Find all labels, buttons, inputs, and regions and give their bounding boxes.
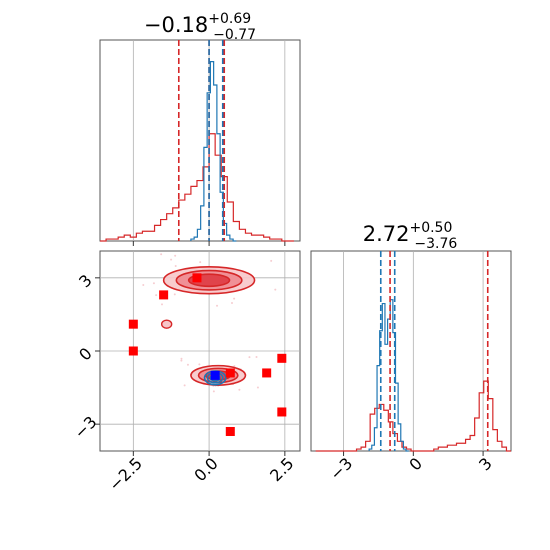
scatter-dot (142, 283, 145, 286)
param2-title: 2.72+0.50 −3.76 (363, 220, 458, 252)
scatter-dot (233, 297, 236, 300)
scatter-dot (186, 363, 189, 366)
param2-y-tick-label-1: 0 (75, 344, 96, 365)
scatter-dot (160, 303, 163, 306)
param1-axes-frame (99, 39, 301, 242)
param2-axes-frame (310, 250, 512, 452)
scatter-dot (198, 363, 201, 366)
scatter-dot (230, 301, 233, 304)
scatter-dot (170, 258, 173, 261)
scatter-dot (173, 293, 176, 296)
scatter-dot (174, 254, 177, 257)
scatter-dot (180, 357, 183, 360)
red-square-marker-8 (225, 426, 235, 436)
scatter-dot (256, 386, 259, 389)
param1-tick-label-2: 2.5 (266, 454, 297, 485)
scatter-dot (255, 356, 258, 359)
scatter-dot (160, 253, 163, 256)
scatter-dot (152, 282, 155, 285)
contour-tail-blob (160, 319, 173, 329)
scatter-dot (155, 294, 158, 297)
param2-y-tick-labels: −3 0 3 (70, 271, 100, 443)
param1-marginal-panel (99, 39, 301, 246)
param2-tick-label-2: 3 (475, 454, 496, 475)
scatter-dot (199, 261, 202, 264)
param2-tick-labels: −3 0 3 (326, 454, 496, 484)
param1-tick-label-0: −2.5 (105, 454, 146, 495)
red-square-marker-7 (277, 407, 287, 417)
param2-tick-label-0: −3 (326, 454, 356, 484)
param1-tick-label-1: 0.0 (190, 454, 221, 485)
red-square-marker-0 (159, 290, 169, 300)
scatter-dot (248, 356, 251, 359)
scatter-dot (212, 390, 215, 393)
red-square-marker-2 (128, 319, 138, 329)
red-square-marker-6 (225, 368, 235, 378)
scatter-dot (238, 388, 241, 391)
scatter-dot (274, 288, 277, 291)
param1-title: −0.18+0.69 −0.77 (144, 11, 256, 43)
scatter-dot (270, 259, 273, 262)
param1-tick-labels: −2.5 0.0 2.5 (105, 454, 297, 495)
param2-histogram-series-1 (368, 299, 409, 452)
param1-histogram-series-0 (100, 133, 294, 242)
joint-2d-panel (95, 250, 301, 456)
blue-square-marker (210, 370, 220, 380)
param2-histogram-series-0 (315, 380, 511, 452)
scatter-dot (180, 359, 183, 362)
scatter-dot (183, 384, 186, 387)
param2-y-tick-label-0: −3 (70, 412, 100, 442)
red-square-marker-4 (277, 353, 287, 363)
param1-histogram-series-1 (190, 61, 237, 242)
red-square-marker-1 (192, 273, 202, 283)
param2-tick-label-1: 0 (405, 454, 426, 475)
scatter-dot (216, 304, 219, 307)
param2-marginal-panel (310, 250, 512, 456)
param2-y-tick-label-2: 3 (75, 271, 96, 292)
red-square-marker-5 (262, 368, 272, 378)
scatter-dot (174, 264, 177, 267)
red-square-marker-3 (128, 346, 138, 356)
